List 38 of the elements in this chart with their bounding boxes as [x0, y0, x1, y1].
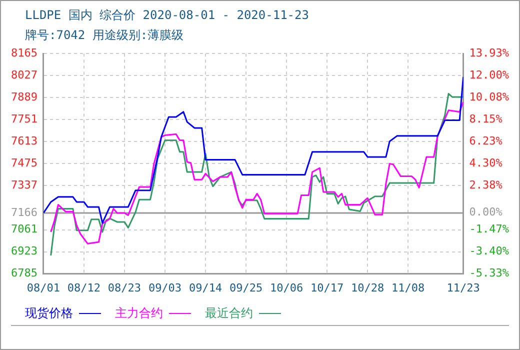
y-tick-label: 7061: [10, 222, 38, 236]
y2-tick-label: 4.30%: [469, 156, 503, 170]
x-tick-label: 09/25: [229, 281, 263, 294]
x-tick-label: 10/28: [350, 281, 384, 294]
x-tick-label: 11/08: [391, 281, 425, 294]
legend-label: 主力合约: [115, 306, 163, 320]
x-tick-label: 10/06: [270, 281, 304, 294]
x-tick-label: 09/14: [188, 281, 222, 294]
y2-tick-label: 8.15%: [469, 112, 503, 126]
legend-label: 现货价格: [25, 306, 73, 320]
x-tick-label: 09/03: [148, 281, 182, 294]
y-tick-label: 7751: [10, 112, 38, 126]
y-tick-label: 6923: [10, 244, 38, 258]
y-tick-label: 7889: [10, 90, 38, 104]
chart-title: LLDPE 国内 综合价 2020-08-01 - 2020-11-23: [25, 7, 309, 24]
x-tick-label: 11/23: [446, 281, 480, 294]
y2-tick-label: 12.00%: [469, 68, 510, 82]
y2-tick-label: -1.47%: [469, 222, 510, 236]
y2-tick-label: 0.00%: [469, 206, 503, 219]
chart-subtitle: 牌号:7042 用途级别:薄膜级: [25, 27, 185, 44]
legend-label: 最近合约: [205, 306, 253, 320]
y2-tick-label: 13.93%: [469, 46, 510, 60]
y-tick-label: 6785: [10, 266, 38, 280]
x-tick-label: 10/17: [310, 281, 344, 294]
y2-tick-label: 2.38%: [469, 178, 503, 192]
y-tick-label: 8165: [10, 46, 38, 60]
y2-tick-label: -5.33%: [469, 266, 510, 280]
y-tick-label: 8027: [10, 68, 38, 82]
y2-tick-label: 10.08%: [469, 90, 510, 104]
y-tick-label: 7613: [10, 134, 38, 148]
x-tick-label: 08/01: [26, 281, 60, 294]
y2-tick-label: -3.40%: [469, 244, 510, 258]
y2-tick-label: 6.23%: [469, 134, 503, 148]
x-tick-label: 08/12: [67, 281, 101, 294]
y-tick-label: 7337: [10, 178, 38, 192]
x-tick-label: 08/23: [108, 281, 142, 294]
y-tick-label: 7166: [10, 206, 38, 219]
y-tick-label: 7475: [10, 156, 38, 170]
